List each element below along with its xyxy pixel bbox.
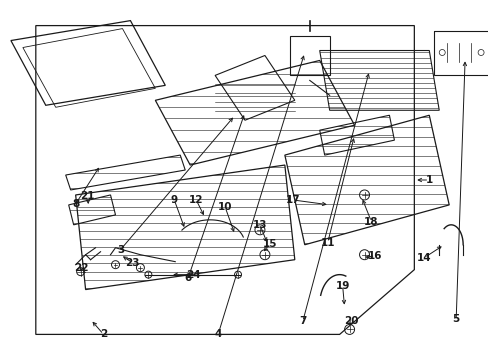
Text: 21: 21 [80,191,95,201]
Text: 17: 17 [285,195,300,205]
Text: 5: 5 [451,314,459,324]
Text: 1: 1 [425,175,432,185]
Text: 6: 6 [184,273,191,283]
Text: 9: 9 [170,195,178,205]
Text: 23: 23 [125,258,140,268]
Text: 11: 11 [320,238,334,248]
Text: 7: 7 [299,316,306,327]
Text: 3: 3 [117,245,124,255]
Text: 22: 22 [74,263,89,273]
Text: 15: 15 [262,239,277,249]
Text: 20: 20 [344,316,358,327]
Text: 12: 12 [188,195,203,205]
Text: 18: 18 [364,217,378,227]
Text: 14: 14 [416,253,431,263]
Text: 19: 19 [335,280,349,291]
Text: 8: 8 [72,199,79,209]
Text: 4: 4 [214,329,222,339]
Text: 10: 10 [217,202,232,212]
Text: 13: 13 [252,220,266,230]
Text: 24: 24 [185,270,200,280]
Text: 16: 16 [367,251,382,261]
Text: 2: 2 [100,329,107,339]
